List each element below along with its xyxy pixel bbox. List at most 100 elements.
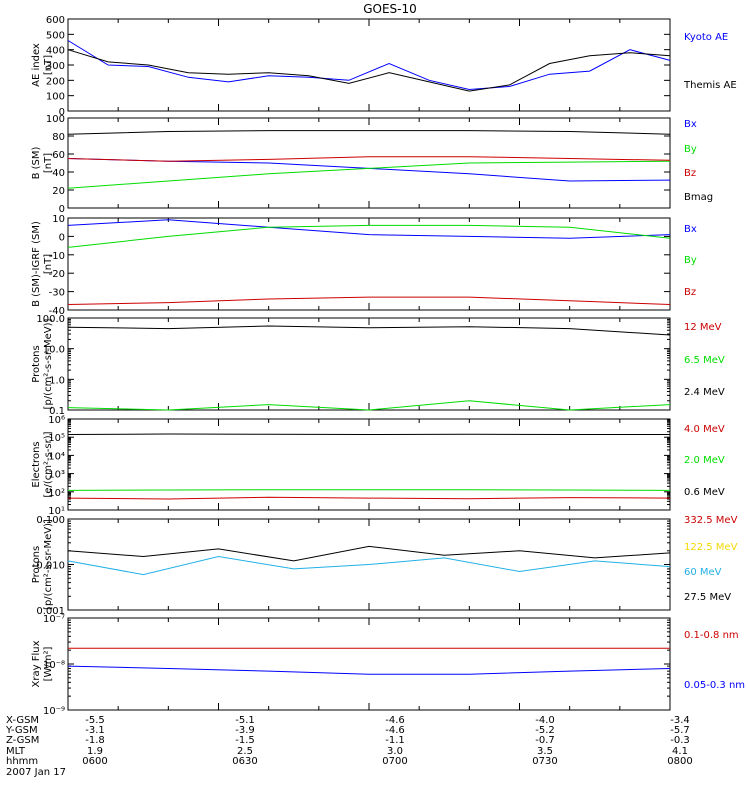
legend-entry: Kyoto AE [684,32,728,43]
legend-entry: By [684,144,697,155]
legend-entry: 6.5 MeV [684,355,725,366]
y-tick-label: 0 [59,107,65,118]
series-line-2-4 [67,130,671,135]
series-line-5-3 [67,433,670,436]
ephemeris-value: -5.2 [535,725,555,736]
y-axis-unit: [W/m²] [43,646,54,681]
ephemeris-row-label: Y-GSM [5,725,38,736]
legend-entry: 0.05-0.3 nm [684,680,745,691]
y-tick-label: 10⁻⁹ [43,706,65,717]
panel-3: -40 -30 -20 -10 0 10 B (SM)-IGRF (SM) [nT] Bx By B… [31,214,697,317]
y-axis-label: Electrons [31,441,42,487]
legend-entry: 4.0 MeV [684,424,725,435]
ephemeris-value: -1.1 [385,735,405,746]
legend-entry: 2.4 MeV [684,387,725,398]
ephemeris-value: -0.3 [670,735,690,746]
legend-entry: Bmag [684,192,713,203]
ephemeris-value: -4.0 [535,715,555,726]
series-line-5-2 [67,489,671,491]
y-tick-label: 500 [46,30,65,41]
y-axis-label: B (SM) [31,146,42,179]
y-tick-label: 0.010 [36,561,65,572]
legend-entry: Themis AE [683,80,737,91]
ephemeris-value: 3.0 [387,746,403,757]
ephemeris-value: -0.7 [535,735,555,746]
y-tick-label: 1.0 [49,375,65,386]
legend-entry: Bx [684,224,697,235]
y-tick-label: 100.0 [36,314,65,325]
y-axis-unit: [p/(cm²-s-sr-MeV)] [43,519,54,610]
panel-7: 10⁻⁹ 10⁻⁸ 10⁻⁷ Xray Flux [W/m²] 0.1-0.8 nm 0.0… [31,614,745,717]
y-tick-label: 20 [52,186,65,197]
ephemeris-value: -4.6 [385,725,405,736]
legend-entry: Bz [684,287,696,298]
series-line-1-1 [67,40,671,91]
y-tick-label: 10 [52,214,65,225]
ephemeris-value: -4.6 [385,715,405,726]
series-line-1-2 [67,49,671,92]
y-axis-unit: [nT] [43,153,54,173]
legend-entry: 27.5 MeV [684,592,731,603]
series-line-3-1 [67,219,671,239]
y-tick-label: -40 [49,306,65,317]
panel-4: 0.1 1.0 10.0 100.0 Protons [p/(cm²-s-sr-MeV)]… [31,314,725,417]
ephemeris-value: 2.5 [237,746,253,757]
series-line-4-2 [67,400,671,411]
panel-6: 0.001 0.010 0.100 Protons [p/(cm²-s-sr-MeV)]… [31,515,738,617]
y-tick-label: 0.001 [36,606,65,617]
ephemeris-value: -5.5 [85,715,105,726]
series-line-6-3 [67,555,671,576]
y-tick-label: 10⁵ [48,433,65,444]
y-tick-label: 10⁻⁸ [43,660,65,671]
panel-5: 10¹ 10² 10³ 10⁴ 10⁵ 10⁶ Electrons [e/(cm²-s-sr)… [31,415,725,517]
legend-entry: 0.6 MeV [684,487,725,498]
ephemeris-value: -5.7 [670,725,690,736]
series-line-2-3 [67,156,671,162]
legend-entry: By [684,255,697,266]
ephemeris-value: -3.4 [670,715,690,726]
plot-date: 2007 Jan 17 [6,767,66,778]
legend-entry: 332.5 MeV [684,515,738,526]
ephemeris-value: 0630 [232,756,257,767]
y-axis-label: B (SM)-IGRF (SM) [31,221,42,307]
series-line-6-4 [67,545,671,562]
ephemeris-value: 0700 [382,756,407,767]
series-line-5-1 [67,496,671,500]
legend-entry: Bx [684,119,697,130]
panel-frame [67,18,671,112]
ephemeris-value: 1.9 [87,746,103,757]
y-axis-label: Xray Flux [31,640,42,687]
ephemeris-row-label: MLT [6,746,26,757]
y-tick-label: 0 [59,204,65,215]
y-tick-label: 10³ [48,470,65,481]
y-tick-label: 600 [46,15,65,26]
y-tick-label: 60 [52,150,65,161]
y-tick-label: 100 [46,114,65,125]
y-axis-unit: [nT] [43,55,54,75]
legend-entry: 122.5 MeV [684,542,738,553]
y-tick-label: 400 [46,46,65,57]
y-axis-unit: [e/(cm²-s-sr)] [43,431,54,497]
legend-entry: 2.0 MeV [684,455,725,466]
y-tick-label: 10¹ [48,506,65,517]
y-axis-label: Protons [31,345,42,382]
series-line-3-3 [67,296,671,305]
y-axis-label: AE index [31,43,42,87]
y-tick-label: -30 [49,288,65,299]
legend-entry: Bz [684,168,696,179]
y-tick-label: 40 [52,168,65,179]
y-tick-label: 10⁻⁷ [43,614,65,625]
y-tick-label: 0.100 [36,515,65,526]
ephemeris-value: -3.1 [85,725,105,736]
panel-1: 0 100 200 300 400 500 600 AE index [nT] Kyoto AE T… [31,15,737,118]
ephemeris-value: -3.9 [235,725,255,736]
ephemeris-value: 0800 [667,756,692,767]
y-axis-label: Protons [31,546,42,583]
ephemeris-row-label: hhmm [6,756,38,767]
y-tick-label: 10.0 [43,345,65,356]
panel-frame [67,317,671,411]
y-tick-label: -20 [49,269,65,280]
y-tick-label: 10⁶ [48,415,65,426]
y-tick-label: 300 [46,61,65,72]
